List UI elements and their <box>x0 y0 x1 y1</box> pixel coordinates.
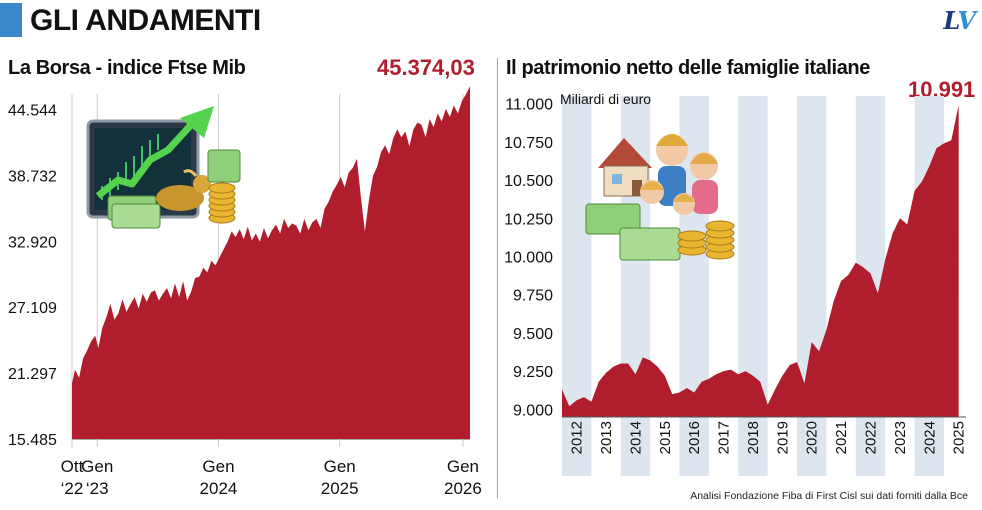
ftse-x-tick-label: Gen <box>324 457 356 476</box>
year-tick-label: 2012 <box>569 421 586 454</box>
ftse-x-tick-year: ‘22 <box>61 479 84 498</box>
patrimonio-y-tick-label: 10.000 <box>504 250 553 267</box>
ftse-y-tick-label: 38.732 <box>8 168 57 185</box>
year-tick-label: 2016 <box>686 421 703 454</box>
logo-letter-l: L <box>943 6 958 35</box>
year-tick-label: 2024 <box>921 421 938 454</box>
right-chart-title: Il patrimonio netto delle famiglie itali… <box>506 57 870 79</box>
left-chart-title: La Borsa - indice Ftse Mib <box>8 57 246 79</box>
ftse-y-tick-label: 32.920 <box>8 234 57 251</box>
patrimonio-y-tick-label: 10.500 <box>504 173 553 190</box>
year-tick-label: 2017 <box>716 421 733 454</box>
year-tick-label: 2023 <box>892 421 909 454</box>
patrimonio-y-tick-label: 9.250 <box>513 364 553 381</box>
year-tick-label: 2019 <box>774 421 791 454</box>
ftse-y-tick-label: 27.109 <box>8 300 57 317</box>
brand-logo: LV <box>943 6 976 35</box>
family-illustration <box>585 134 735 261</box>
patrimonio-y-tick-label: 9.500 <box>513 326 553 343</box>
ftse-x-tick-year: ‘23 <box>86 479 109 498</box>
year-tick-label: 2015 <box>657 421 674 454</box>
ftse-y-tick-label: 21.297 <box>8 366 57 383</box>
left-chart-last-value: 45.374,03 <box>377 55 475 80</box>
ftse-x-tick-year: 2025 <box>321 479 359 498</box>
ftse-x-tick-year: 2026 <box>444 479 482 498</box>
patrimonio-y-tick-label: 9.000 <box>513 402 553 419</box>
year-tick-label: 2020 <box>804 421 821 454</box>
ftse-x-tick-label: Gen <box>447 457 479 476</box>
ftse-y-tick-label: 15.485 <box>8 432 57 449</box>
ftse-y-tick-label: 44.544 <box>8 103 57 120</box>
patrimonio-y-tick-label: 10.250 <box>504 211 553 228</box>
left-chart-ftse-mib: 15.48521.29727.10932.92038.73244.544Ott‘… <box>8 86 482 498</box>
year-tick-label: 2018 <box>745 421 762 454</box>
ftse-x-tick-year: 2024 <box>200 479 238 498</box>
ftse-x-tick-label: Gen <box>81 457 113 476</box>
year-tick-label: 2022 <box>863 421 880 454</box>
data-source-note: Analisi Fondazione Fiba di First Cisl su… <box>690 490 968 502</box>
panel-divider <box>497 58 498 498</box>
page-title: GLI ANDAMENTI <box>30 4 261 37</box>
year-tick-label: 2014 <box>628 421 645 454</box>
year-band <box>562 96 592 476</box>
header-accent-block <box>0 3 22 37</box>
unit-label: Miliardi di euro <box>560 91 651 107</box>
year-tick-label: 2021 <box>833 421 850 454</box>
patrimonio-y-tick-label: 10.750 <box>504 135 553 152</box>
stock-market-illustration <box>86 106 241 229</box>
ftse-area-series <box>72 86 470 440</box>
ftse-x-tick-label: Ott <box>61 457 84 476</box>
right-chart-patrimonio: 9.000 9.250 9.500 9.750 10.000 10.250 10.500 10… <box>504 91 968 476</box>
patrimonio-area-series <box>562 105 959 417</box>
year-tick-label: 2013 <box>598 421 615 454</box>
year-band <box>797 96 827 476</box>
patrimonio-y-tick-label: 9.750 <box>513 288 553 305</box>
ftse-x-tick-label: Gen <box>202 457 234 476</box>
logo-letter-v: V <box>957 6 976 35</box>
year-tick-label: 2025 <box>951 421 968 454</box>
patrimonio-y-tick-label: 11.000 <box>505 97 553 114</box>
year-band <box>738 96 768 476</box>
